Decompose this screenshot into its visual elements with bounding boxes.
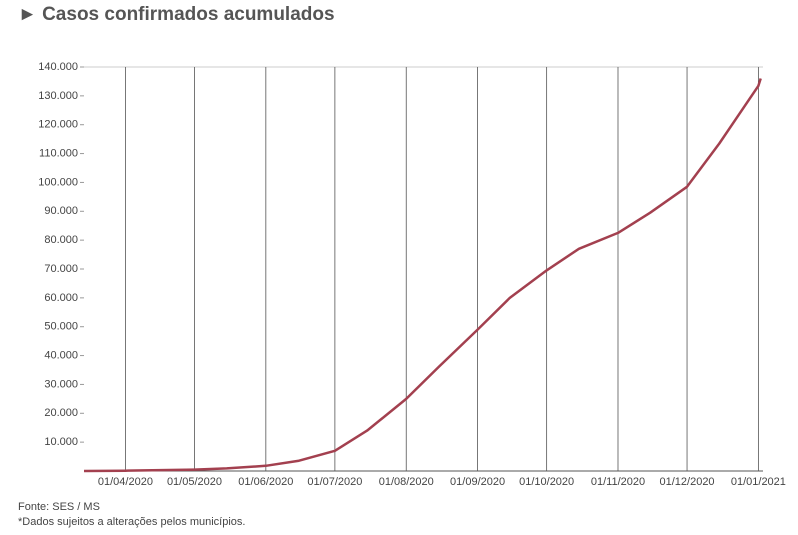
y-tick-label: 120.000 [38, 119, 78, 131]
x-tick-label: 01/12/2020 [660, 476, 715, 488]
y-tick-label: 10.000 [44, 436, 78, 448]
x-tick-label: 01/11/2020 [591, 476, 645, 488]
y-tick-label: 60.000 [44, 292, 78, 304]
x-tick-label: 01/01/2021 [731, 476, 786, 488]
x-tick-label: 01/07/2020 [307, 476, 362, 488]
x-tick-label: 01/05/2020 [167, 476, 222, 488]
x-tick-label: 01/10/2020 [519, 476, 574, 488]
x-tick-label: 01/09/2020 [450, 476, 505, 488]
data-line [83, 78, 762, 473]
y-tick-label: 80.000 [44, 234, 78, 246]
y-tick-label: 70.000 [44, 263, 78, 275]
y-tick-label: 100.000 [38, 176, 78, 188]
y-tick-label: 140.000 [38, 61, 78, 73]
y-tick-label: 50.000 [44, 321, 78, 333]
y-tick-label: 40.000 [44, 349, 78, 361]
note: *Dados sujeitos a alterações pelos munic… [18, 516, 245, 528]
y-tick-label: 20.000 [44, 407, 78, 419]
chart-title: ► Casos confirmados acumulados [18, 4, 335, 25]
x-tick-label: 01/04/2020 [98, 476, 153, 488]
x-tick-label: 01/08/2020 [379, 476, 434, 488]
x-tick-label: 01/06/2020 [238, 476, 293, 488]
y-tick-label: 130.000 [38, 90, 78, 102]
y-tick-label: 110.000 [39, 147, 78, 159]
y-tick-label: 30.000 [44, 378, 78, 390]
y-tick-label: 90.000 [44, 205, 78, 217]
source: Fonte: SES / MS [18, 501, 100, 513]
